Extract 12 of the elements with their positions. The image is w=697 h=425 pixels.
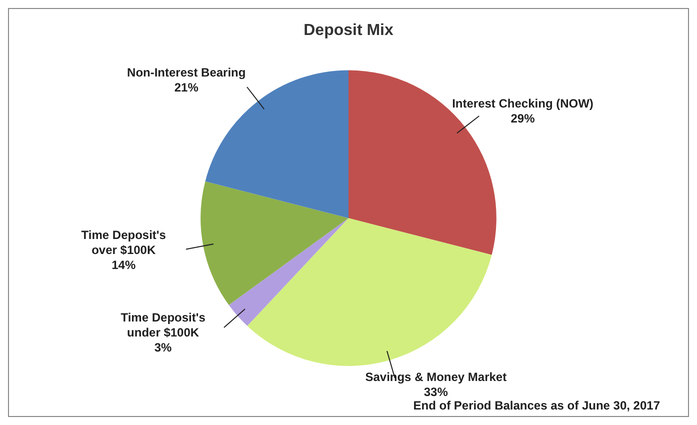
slice-label: Non-Interest Bearing: [127, 66, 246, 80]
slice-label: Time Deposit's under $100K: [120, 310, 206, 340]
text: End of Period Balances as of June 30, 2017: [413, 398, 660, 412]
slice-label: Interest Checking (NOW): [452, 96, 594, 110]
data-label: 3%: [154, 340, 172, 354]
data-label: 21%: [174, 80, 199, 95]
data-label: 29%: [510, 111, 536, 126]
chart-title: Deposit Mix: [304, 22, 394, 40]
slice-label: Savings & Money Market: [365, 370, 507, 384]
data-label: 14%: [112, 258, 136, 272]
slice-label: Time Deposit's over $100K: [81, 228, 166, 257]
data-label: 33%: [424, 384, 448, 399]
